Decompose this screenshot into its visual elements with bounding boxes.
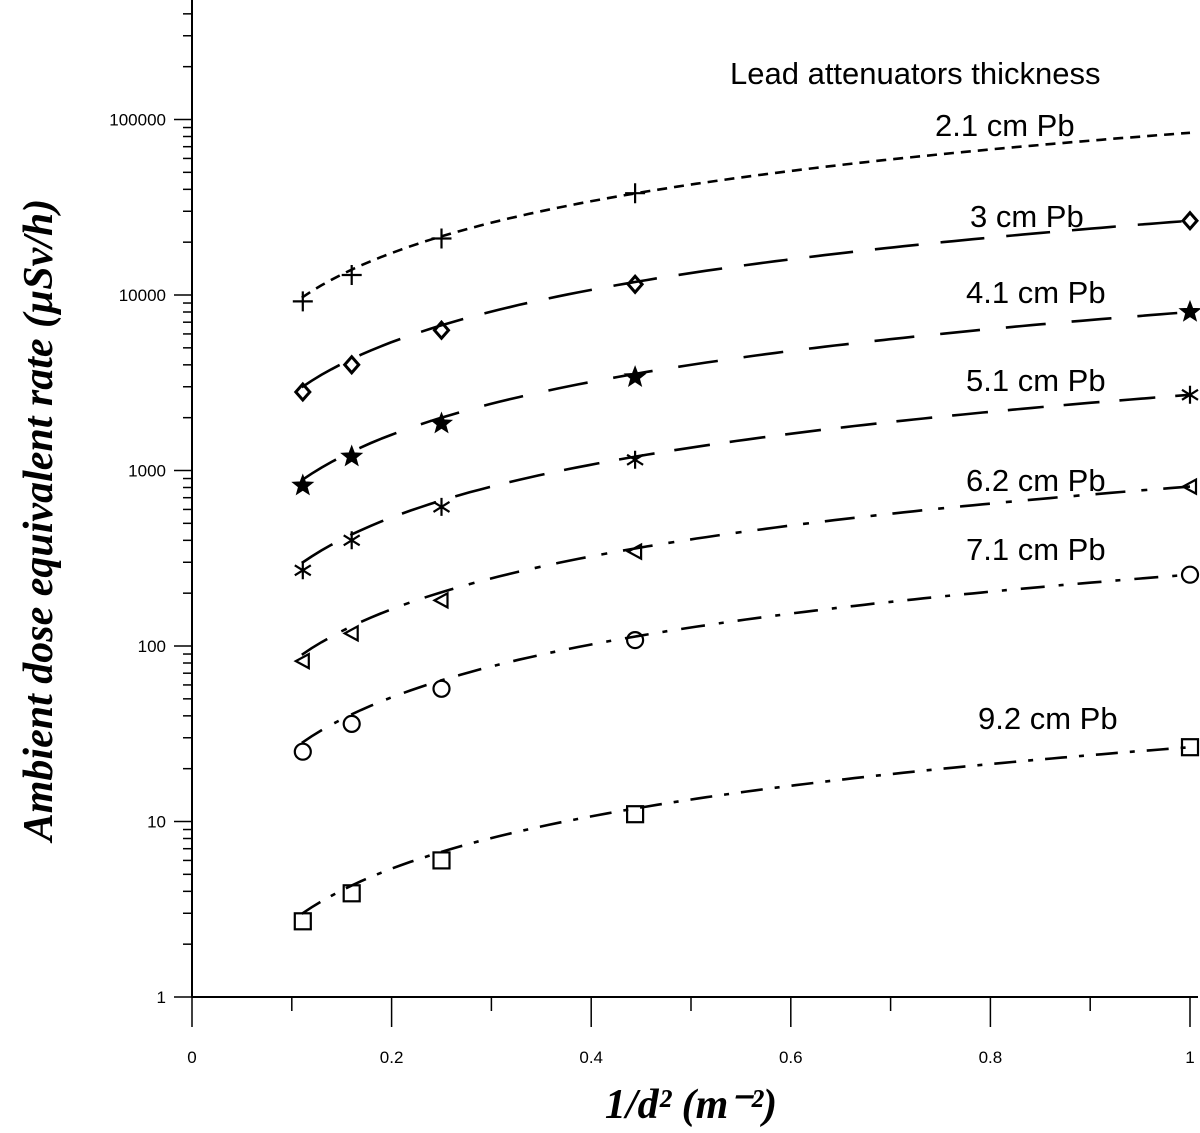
y-tick-label: 100 bbox=[138, 637, 166, 656]
data-point bbox=[429, 411, 454, 434]
data-point bbox=[342, 884, 361, 903]
data-point bbox=[342, 354, 361, 376]
data-point bbox=[625, 183, 646, 204]
data-point bbox=[291, 473, 315, 496]
fit-curve bbox=[301, 310, 1191, 482]
data-point bbox=[432, 679, 451, 698]
fit-curve bbox=[301, 131, 1191, 299]
fit-curve bbox=[301, 745, 1191, 915]
axes bbox=[191, 0, 1198, 998]
data-point bbox=[626, 450, 644, 469]
data-point bbox=[340, 444, 364, 467]
y-tick-label: 1000 bbox=[128, 462, 166, 481]
y-tick-label: 100000 bbox=[109, 111, 166, 130]
fit-curves bbox=[301, 131, 1191, 915]
legend-title: Lead attenuators thickness bbox=[730, 56, 1101, 91]
data-point bbox=[1180, 477, 1198, 496]
x-axis-title: 1/d² (m⁻²) bbox=[605, 1082, 777, 1128]
y-tick-label: 10 bbox=[147, 813, 166, 832]
x-tick-label: 0 bbox=[187, 1048, 196, 1067]
y-tick-label: 10000 bbox=[119, 286, 166, 305]
y-axis-title: Ambient dose equivalent rate (µSv/h) bbox=[16, 199, 62, 845]
data-point bbox=[1181, 210, 1199, 231]
data-point bbox=[623, 365, 647, 388]
data-point bbox=[293, 652, 310, 670]
ticks bbox=[174, 13, 1191, 1027]
data-markers bbox=[291, 183, 1200, 931]
series-label: 7.1 cm Pb bbox=[966, 532, 1106, 567]
series-label: 2.1 cm Pb bbox=[935, 108, 1075, 143]
series-label: 9.2 cm Pb bbox=[978, 701, 1118, 736]
data-point bbox=[293, 381, 312, 403]
data-point bbox=[1181, 385, 1199, 404]
data-point bbox=[431, 228, 452, 249]
data-point bbox=[626, 274, 645, 295]
series-label: 4.1 cm Pb bbox=[966, 275, 1106, 310]
data-point bbox=[432, 851, 451, 870]
data-point bbox=[432, 319, 451, 341]
data-point bbox=[1180, 738, 1200, 757]
series-label: 5.1 cm Pb bbox=[966, 363, 1106, 398]
data-point bbox=[293, 742, 312, 761]
labels: 1 10 100 1000 10000 100000 0 0.2 0.4 0.6 0.8 1 2.1 c… bbox=[16, 56, 1195, 1128]
data-point bbox=[342, 714, 361, 734]
data-point bbox=[343, 531, 361, 550]
x-tick-label: 0.8 bbox=[979, 1048, 1003, 1067]
data-point bbox=[432, 591, 449, 610]
series-label: 3 cm Pb bbox=[970, 199, 1084, 234]
data-point bbox=[341, 265, 362, 285]
data-point bbox=[1178, 299, 1200, 322]
x-tick-label: 0.4 bbox=[579, 1048, 603, 1067]
data-point bbox=[1180, 565, 1200, 584]
data-point bbox=[625, 630, 645, 650]
data-point bbox=[292, 291, 313, 312]
fit-curve bbox=[301, 485, 1191, 656]
fit-curve bbox=[301, 393, 1191, 565]
data-point bbox=[342, 624, 359, 643]
data-point bbox=[293, 912, 312, 931]
x-tick-label: 1 bbox=[1185, 1048, 1194, 1067]
data-point bbox=[625, 805, 645, 824]
fit-curve bbox=[301, 219, 1191, 389]
y-tick-label: 1 bbox=[157, 988, 166, 1007]
x-tick-label: 0.2 bbox=[380, 1048, 404, 1067]
fit-curve bbox=[301, 573, 1191, 744]
x-tick-label: 0.6 bbox=[779, 1048, 803, 1067]
data-point bbox=[625, 542, 643, 561]
data-point bbox=[294, 561, 312, 580]
series-label: 6.2 cm Pb bbox=[966, 463, 1106, 498]
data-point bbox=[432, 497, 451, 516]
